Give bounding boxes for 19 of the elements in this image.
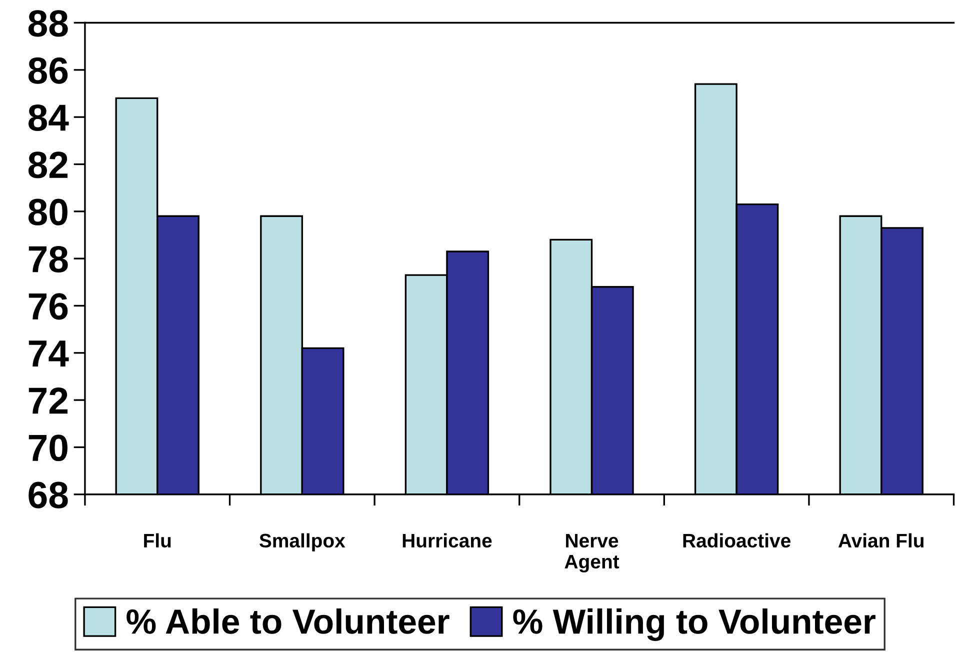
y-tick-label: 74 (28, 340, 69, 366)
y-tick-label: 88 (28, 10, 68, 37)
legend-label: % Willing to Volunteer (513, 608, 876, 641)
x-tick-label: Smallpox (260, 533, 346, 552)
y-tick-label: 72 (28, 387, 68, 414)
y-tick-label: 70 (28, 434, 68, 462)
y-tick-label: 84 (28, 104, 69, 132)
x-tick-label: Hurricane (402, 533, 492, 548)
x-tick-label: Flu (144, 533, 171, 548)
y-tick-label: 86 (28, 57, 68, 84)
x-tick-label: Nerve Agent (564, 534, 620, 572)
y-tick-label: 80 (28, 198, 68, 226)
x-tick-label: Avian Flu (838, 533, 924, 548)
y-tick-label: 82 (28, 152, 68, 178)
x-tick-label: Radioactive (683, 533, 790, 548)
y-tick-label: 68 (28, 482, 68, 508)
y-tick-label: 76 (28, 293, 68, 320)
y-tick-label: 78 (28, 246, 68, 273)
legend-label: % Able to Volunteer (126, 608, 450, 634)
